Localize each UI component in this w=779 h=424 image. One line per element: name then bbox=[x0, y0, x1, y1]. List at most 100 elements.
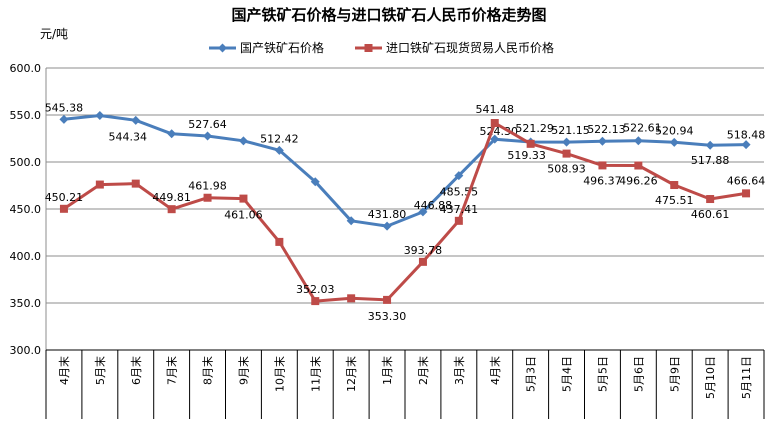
x-tick-label: 5月3日 bbox=[525, 356, 538, 392]
x-tick-label: 5月末 bbox=[93, 356, 107, 385]
data-label: 437.41 bbox=[440, 203, 479, 216]
data-point bbox=[741, 140, 751, 150]
data-label: 496.26 bbox=[619, 175, 658, 188]
x-tick-label: 4月末 bbox=[57, 356, 71, 385]
data-point bbox=[454, 171, 464, 181]
data-label: 545.38 bbox=[45, 101, 84, 114]
x-tick-label: 5月11日 bbox=[740, 356, 753, 399]
y-tick-label: 350.0 bbox=[10, 297, 42, 310]
data-label: 353.30 bbox=[368, 310, 407, 323]
data-point bbox=[95, 180, 104, 189]
data-point bbox=[454, 216, 463, 225]
data-label: 449.81 bbox=[152, 191, 191, 204]
data-point bbox=[418, 257, 427, 266]
data-label: 461.06 bbox=[224, 209, 263, 222]
data-label: 446.88 bbox=[414, 199, 453, 212]
data-point bbox=[490, 119, 499, 128]
data-point bbox=[526, 139, 535, 148]
y-tick-label: 400.0 bbox=[10, 250, 42, 263]
y-tick-label: 600.0 bbox=[10, 62, 42, 75]
y-tick-label: 450.0 bbox=[10, 203, 42, 216]
data-label: 517.88 bbox=[691, 154, 730, 167]
data-point bbox=[562, 149, 571, 158]
x-tick-label: 3月末 bbox=[452, 356, 466, 385]
data-point bbox=[275, 237, 284, 246]
data-label: 522.13 bbox=[587, 123, 626, 136]
data-point bbox=[633, 136, 643, 146]
data-point bbox=[705, 140, 715, 150]
data-label: 541.48 bbox=[476, 103, 515, 116]
x-tick-label: 5月5日 bbox=[596, 356, 609, 392]
x-tick-label: 4月末 bbox=[488, 356, 502, 385]
data-label: 512.42 bbox=[260, 132, 299, 145]
data-point bbox=[418, 207, 428, 217]
data-label: 466.64 bbox=[727, 174, 766, 187]
data-point bbox=[238, 136, 248, 146]
y-tick-label: 300.0 bbox=[10, 344, 42, 357]
data-point bbox=[131, 115, 141, 125]
x-tick-label: 11月末 bbox=[308, 356, 322, 392]
y-axis-unit: 元/吨 bbox=[40, 27, 68, 41]
data-point bbox=[597, 136, 607, 146]
data-label: 460.61 bbox=[691, 208, 730, 221]
data-point bbox=[203, 131, 213, 141]
legend: 国产铁矿石价格 进口铁矿石现货贸易人民币价格 bbox=[209, 40, 554, 55]
data-label: 508.93 bbox=[547, 163, 586, 176]
x-tick-label: 1月末 bbox=[380, 356, 394, 385]
data-point bbox=[490, 134, 500, 144]
x-tick-label: 7月末 bbox=[165, 356, 179, 385]
chart-title: 国产铁矿石价格与进口铁矿石人民币价格走势图 bbox=[231, 6, 546, 24]
data-label: 393.78 bbox=[404, 244, 443, 257]
data-point bbox=[274, 145, 284, 155]
legend-label-domestic: 国产铁矿石价格 bbox=[240, 40, 324, 55]
data-point bbox=[59, 204, 68, 213]
x-tick-label: 9月末 bbox=[236, 356, 250, 385]
data-point bbox=[310, 177, 320, 187]
data-label: 352.03 bbox=[296, 283, 335, 296]
data-point bbox=[346, 216, 356, 226]
data-label: 518.48 bbox=[727, 129, 766, 142]
data-label: 431.80 bbox=[368, 208, 407, 221]
data-point bbox=[634, 161, 643, 170]
data-label: 475.51 bbox=[655, 194, 694, 207]
data-point bbox=[347, 294, 356, 303]
data-label: 519.33 bbox=[507, 149, 546, 162]
legend-item-domestic: 国产铁矿石价格 bbox=[209, 40, 324, 55]
data-label: 527.64 bbox=[188, 118, 227, 131]
data-label: 496.37 bbox=[583, 174, 622, 187]
data-point bbox=[706, 195, 715, 204]
legend-item-import: 进口铁矿石现货贸易人民币价格 bbox=[355, 40, 554, 55]
x-tick-label: 8月末 bbox=[201, 356, 215, 385]
data-label: 522.61 bbox=[623, 122, 662, 135]
data-label: 520.94 bbox=[655, 124, 694, 137]
series-line-1 bbox=[63, 121, 747, 303]
data-point bbox=[382, 221, 392, 231]
data-point bbox=[562, 137, 572, 147]
x-tick-label: 10月末 bbox=[272, 356, 286, 392]
x-tick-label: 5月9日 bbox=[668, 356, 681, 392]
data-point bbox=[670, 181, 679, 190]
data-point bbox=[598, 161, 607, 170]
data-label: 521.15 bbox=[551, 124, 590, 137]
data-point bbox=[311, 297, 320, 306]
y-tick-label: 500.0 bbox=[10, 156, 42, 169]
x-tick-label: 5月6日 bbox=[632, 356, 645, 392]
y-tick-label: 550.0 bbox=[10, 109, 42, 122]
x-tick-label: 6月末 bbox=[129, 356, 143, 385]
plot-area: 300.0 350.0 400.0 450.0 500.0 550.0 600.0 4月末 5月… bbox=[10, 62, 766, 419]
data-point bbox=[203, 193, 212, 202]
data-label: 544.34 bbox=[109, 130, 148, 143]
x-tick-label: 5月4日 bbox=[561, 356, 574, 392]
data-point bbox=[95, 110, 105, 120]
x-tick-label: 5月10日 bbox=[704, 356, 717, 399]
data-label: 450.21 bbox=[45, 191, 84, 204]
data-label: 461.98 bbox=[188, 180, 227, 193]
series-line-0 bbox=[63, 114, 747, 228]
data-point bbox=[59, 114, 69, 124]
data-point bbox=[742, 189, 751, 198]
legend-label-import: 进口铁矿石现货贸易人民币价格 bbox=[386, 40, 554, 55]
x-tick-label: 2月末 bbox=[416, 356, 430, 385]
data-point bbox=[669, 137, 679, 147]
x-tick-label: 12月末 bbox=[344, 356, 358, 392]
